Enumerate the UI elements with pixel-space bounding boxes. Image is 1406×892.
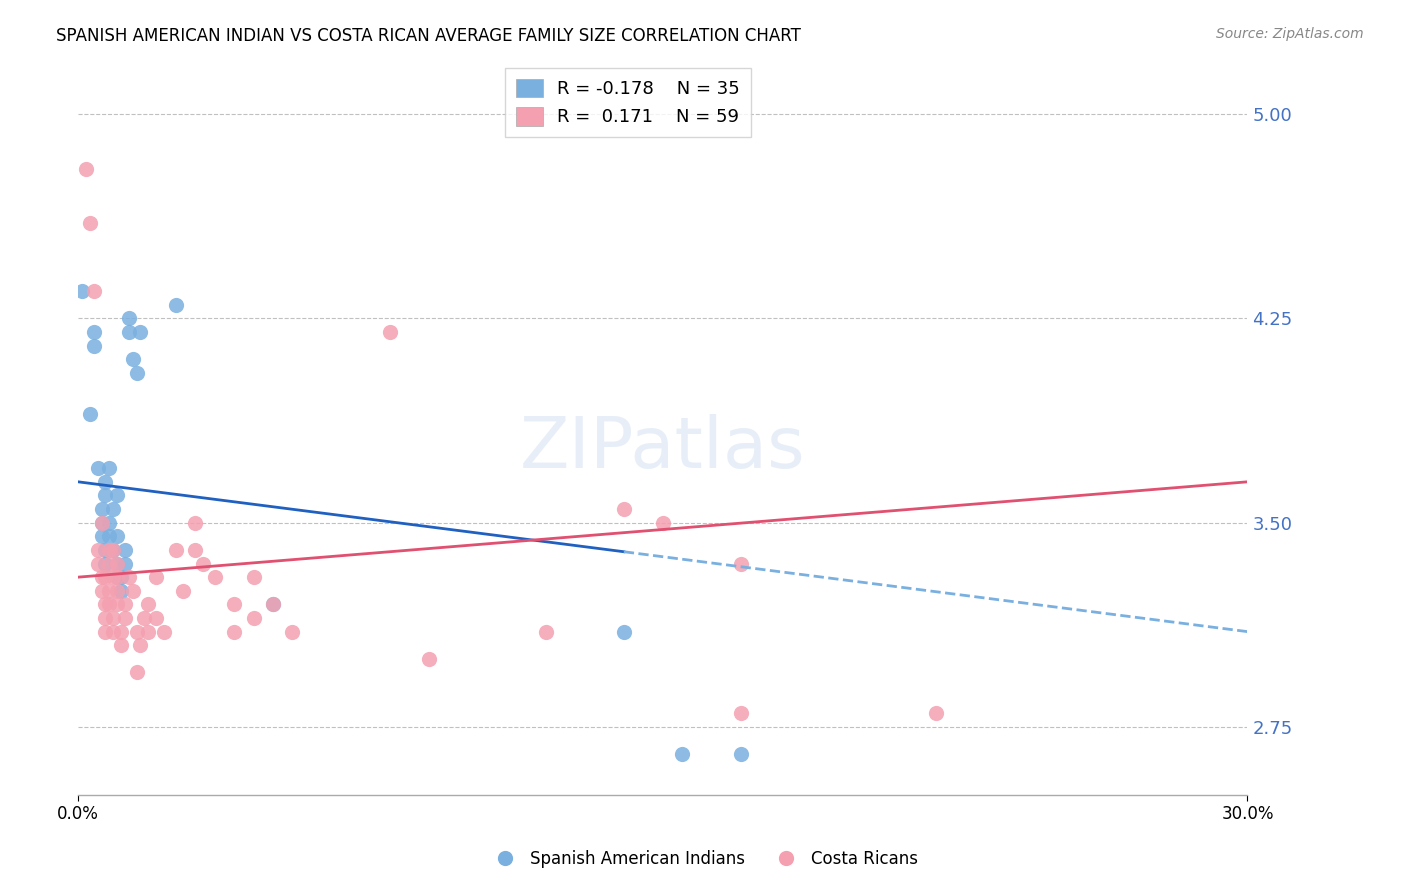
Point: [90, 529, 112, 543]
Point: [103, 624, 125, 639]
Legend: R = -0.178    N = 35, R =  0.171    N = 59: R = -0.178 N = 35, R = 0.171 N = 59: [505, 68, 751, 137]
Point: [94, 475, 117, 489]
Point: [129, 638, 152, 652]
Point: [129, 325, 152, 339]
Point: [94, 488, 117, 502]
Point: [134, 611, 156, 625]
Point: [184, 542, 207, 557]
Point: [103, 542, 125, 557]
Point: [94, 611, 117, 625]
Point: [94, 624, 117, 639]
Point: [125, 366, 148, 380]
Point: [613, 502, 636, 516]
Point: [534, 624, 557, 639]
Point: [418, 652, 440, 666]
Point: [145, 611, 167, 625]
Point: [165, 298, 187, 312]
Point: [118, 311, 141, 326]
Point: [86, 461, 108, 475]
Point: [90, 516, 112, 530]
Point: [94, 570, 117, 584]
Point: [281, 624, 304, 639]
Point: [83, 338, 105, 352]
Point: [103, 542, 125, 557]
Point: [262, 598, 284, 612]
Text: SPANISH AMERICAN INDIAN VS COSTA RICAN AVERAGE FAMILY SIZE CORRELATION CHART: SPANISH AMERICAN INDIAN VS COSTA RICAN A…: [56, 27, 801, 45]
Point: [83, 325, 105, 339]
Point: [98, 598, 121, 612]
Point: [105, 570, 128, 584]
Point: [103, 502, 125, 516]
Point: [86, 542, 108, 557]
Point: [98, 516, 121, 530]
Point: [121, 583, 143, 598]
Point: [90, 570, 112, 584]
Point: [165, 542, 187, 557]
Point: [172, 583, 194, 598]
Point: [125, 624, 148, 639]
Point: [118, 325, 141, 339]
Point: [98, 529, 121, 543]
Point: [105, 488, 128, 502]
Text: Source: ZipAtlas.com: Source: ZipAtlas.com: [1216, 27, 1364, 41]
Point: [98, 583, 121, 598]
Point: [83, 284, 105, 298]
Point: [191, 557, 214, 571]
Point: [114, 557, 136, 571]
Legend: Spanish American Indians, Costa Ricans: Spanish American Indians, Costa Ricans: [481, 844, 925, 875]
Point: [105, 557, 128, 571]
Point: [242, 611, 264, 625]
Point: [114, 598, 136, 612]
Point: [125, 665, 148, 680]
Point: [242, 570, 264, 584]
Point: [105, 598, 128, 612]
Point: [110, 570, 132, 584]
Point: [79, 407, 101, 421]
Point: [114, 611, 136, 625]
Point: [98, 461, 121, 475]
Point: [94, 542, 117, 557]
Point: [204, 570, 226, 584]
Point: [110, 583, 132, 598]
Point: [110, 638, 132, 652]
Point: [86, 557, 108, 571]
Point: [378, 325, 401, 339]
Point: [105, 529, 128, 543]
Point: [671, 747, 693, 762]
Point: [222, 624, 245, 639]
Point: [730, 557, 752, 571]
Point: [103, 570, 125, 584]
Point: [90, 502, 112, 516]
Point: [103, 611, 125, 625]
Point: [651, 516, 673, 530]
Point: [114, 542, 136, 557]
Point: [94, 557, 117, 571]
Point: [75, 161, 97, 176]
Point: [222, 598, 245, 612]
Point: [110, 624, 132, 639]
Point: [79, 216, 101, 230]
Point: [105, 570, 128, 584]
Point: [924, 706, 946, 721]
Point: [153, 624, 176, 639]
Point: [98, 542, 121, 557]
Point: [118, 570, 141, 584]
Text: ZIPatlas: ZIPatlas: [520, 414, 806, 483]
Point: [94, 598, 117, 612]
Point: [613, 624, 636, 639]
Point: [136, 624, 159, 639]
Point: [262, 598, 284, 612]
Point: [730, 747, 752, 762]
Point: [90, 516, 112, 530]
Point: [105, 557, 128, 571]
Point: [184, 516, 207, 530]
Point: [98, 557, 121, 571]
Point: [136, 598, 159, 612]
Point: [730, 706, 752, 721]
Point: [145, 570, 167, 584]
Point: [105, 583, 128, 598]
Point: [90, 583, 112, 598]
Point: [121, 352, 143, 367]
Point: [70, 284, 93, 298]
